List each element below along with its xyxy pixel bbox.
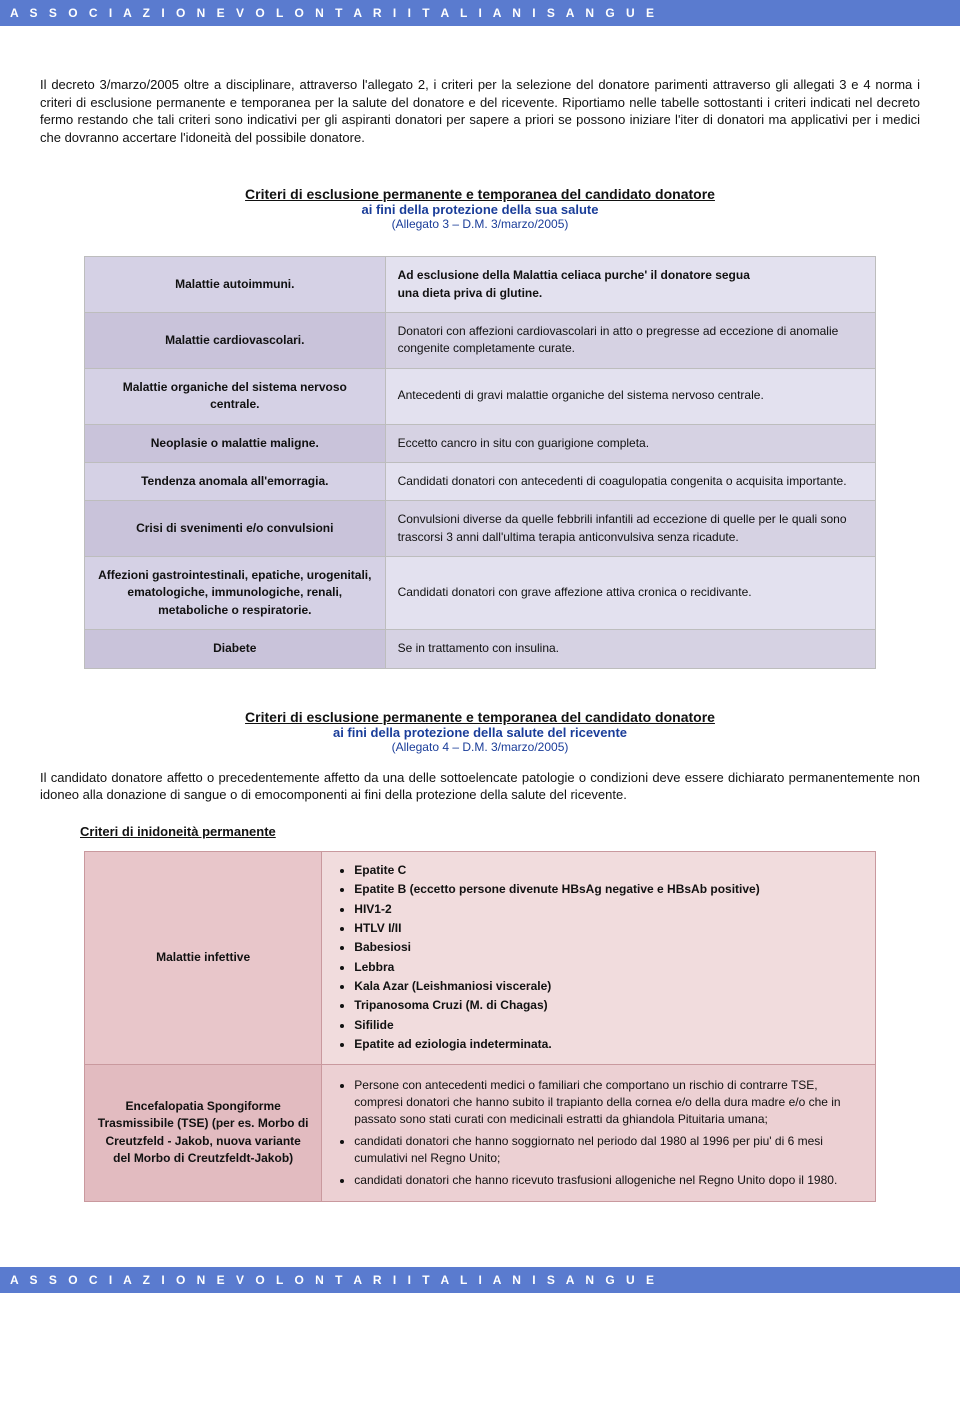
cell-right: Antecedenti di gravi malattie organiche …	[385, 368, 875, 424]
main-content: Il decreto 3/marzo/2005 oltre a discipli…	[0, 26, 960, 1267]
footer-bar: A S S O C I A Z I O N E V O L O N T A R …	[0, 1267, 960, 1293]
cell-right: Se in trattamento con insulina.	[385, 630, 875, 668]
cell-left: Malattie cardiovascolari.	[85, 312, 386, 368]
list-item: Tripanosoma Cruzi (M. di Chagas)	[354, 997, 863, 1014]
section2-subtitle: ai fini della protezione della salute de…	[40, 725, 920, 740]
section2-title-block: Criteri di esclusione permanente e tempo…	[40, 709, 920, 754]
list-item: Babesiosi	[354, 939, 863, 956]
section2-title: Criteri di esclusione permanente e tempo…	[40, 709, 920, 725]
cell-left: Encefalopatia Spongiforme Trasmissibile …	[85, 1064, 322, 1201]
section1-ref: (Allegato 3 – D.M. 3/marzo/2005)	[40, 217, 920, 231]
list-item: candidati donatori che hanno ricevuto tr…	[354, 1172, 863, 1189]
cell-right: Ad esclusione della Malattia celiaca pur…	[385, 257, 875, 313]
cell-right: Candidati donatori con antecedenti di co…	[385, 462, 875, 500]
list-item: candidati donatori che hanno soggiornato…	[354, 1133, 863, 1168]
section1-title: Criteri di esclusione permanente e tempo…	[40, 186, 920, 202]
cell-left: Malattie autoimmuni.	[85, 257, 386, 313]
section2-ref: (Allegato 4 – D.M. 3/marzo/2005)	[40, 740, 920, 754]
cell-left: Malattie infettive	[85, 851, 322, 1064]
cell-right: Epatite C Epatite B (eccetto persone dive…	[322, 851, 876, 1064]
list-item: Sifilide	[354, 1017, 863, 1034]
table-row: Affezioni gastrointestinali, epatiche, u…	[85, 557, 876, 630]
table-row: Malattie infettive Epatite C Epatite B (e…	[85, 851, 876, 1064]
cell-left: Affezioni gastrointestinali, epatiche, u…	[85, 557, 386, 630]
header-bar: A S S O C I A Z I O N E V O L O N T A R …	[0, 0, 960, 26]
table-row: Tendenza anomala all'emorragia.Candidati…	[85, 462, 876, 500]
table-row: Crisi di svenimenti e/o convulsioniConvu…	[85, 501, 876, 557]
cell-left: Tendenza anomala all'emorragia.	[85, 462, 386, 500]
list-item: Epatite B (eccetto persone divenute HBsA…	[354, 881, 863, 898]
cell-left: Neoplasie o malattie maligne.	[85, 424, 386, 462]
list-item: HIV1-2	[354, 901, 863, 918]
cell-left: Malattie organiche del sistema nervoso c…	[85, 368, 386, 424]
table-row: DiabeteSe in trattamento con insulina.	[85, 630, 876, 668]
list-item: HTLV I/II	[354, 920, 863, 937]
cell-right: Donatori con affezioni cardiovascolari i…	[385, 312, 875, 368]
section2-paragraph: Il candidato donatore affetto o preceden…	[40, 769, 920, 804]
section1-title-block: Criteri di esclusione permanente e tempo…	[40, 186, 920, 231]
cell-right: Convulsioni diverse da quelle febbrili i…	[385, 501, 875, 557]
intro-paragraph: Il decreto 3/marzo/2005 oltre a discipli…	[40, 76, 920, 146]
list-item: Persone con antecedenti medici o familia…	[354, 1077, 863, 1129]
cell-right: Candidati donatori con grave affezione a…	[385, 557, 875, 630]
table-row: Malattie cardiovascolari.Donatori con af…	[85, 312, 876, 368]
list-item: Epatite C	[354, 862, 863, 879]
list-item: Kala Azar (Leishmaniosi viscerale)	[354, 978, 863, 995]
list-item: Epatite ad eziologia indeterminata.	[354, 1036, 863, 1053]
table-row: Neoplasie o malattie maligne.Eccetto can…	[85, 424, 876, 462]
table-esclusione-donatore: Malattie autoimmuni.Ad esclusione della …	[84, 256, 876, 668]
section2-subheading: Criteri di inidoneità permanente	[80, 824, 920, 839]
section1-subtitle: ai fini della protezione della sua salut…	[40, 202, 920, 217]
cell-right: Eccetto cancro in situ con guarigione co…	[385, 424, 875, 462]
table-inidoneita: Malattie infettive Epatite C Epatite B (e…	[84, 851, 876, 1202]
cell-right: Persone con antecedenti medici o familia…	[322, 1064, 876, 1201]
table-row: Malattie autoimmuni.Ad esclusione della …	[85, 257, 876, 313]
cell-left: Diabete	[85, 630, 386, 668]
table-row: Encefalopatia Spongiforme Trasmissibile …	[85, 1064, 876, 1201]
cell-left: Crisi di svenimenti e/o convulsioni	[85, 501, 386, 557]
list-item: Lebbra	[354, 959, 863, 976]
table-row: Malattie organiche del sistema nervoso c…	[85, 368, 876, 424]
